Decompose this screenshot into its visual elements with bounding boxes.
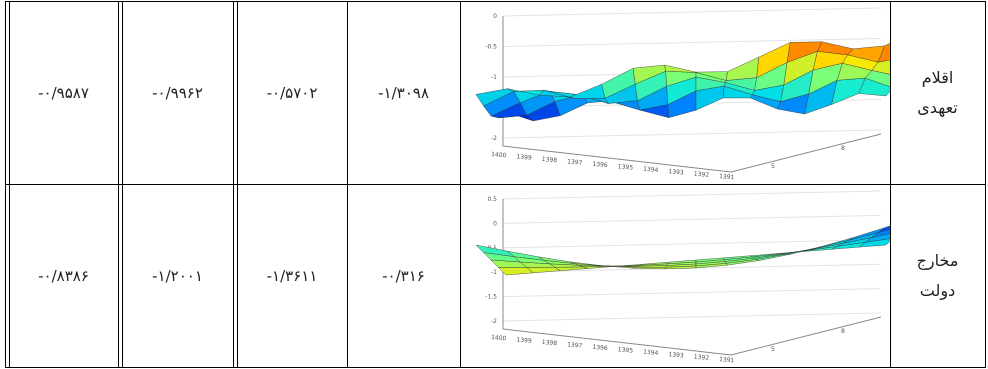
plot-x-label: 1395 [617,163,633,171]
plot-y-label: 0 [493,13,497,20]
column-border [233,1,234,368]
column-border [237,1,238,368]
surface-patch [871,59,890,75]
surface-plot: 0.50-0.5-1-1.5-2140013991398139713961395… [475,190,890,364]
column-border [890,1,891,368]
plot-x-label: 1391 [719,356,735,364]
value-cell: -۱/۲۰۰۱ [152,267,203,285]
plot-grid [502,239,882,249]
plot-z-label: 5 [771,346,775,353]
plot-grid [502,312,882,322]
plot-y-label: -2 [491,318,497,325]
plot-y-label: 0 [493,220,497,227]
label-line: مخارج [916,251,959,270]
plot-grid [502,38,882,47]
plot-x-label: 1395 [617,346,633,354]
column-border [460,1,461,368]
plot-x-label: 1394 [643,349,659,357]
plot-x-label: 1391 [719,173,735,181]
plot-grid [502,288,882,298]
plot-z-label: 8 [841,145,845,152]
plot-x-label: 1393 [668,351,684,359]
surface-patch [865,233,890,243]
row-label: مخارج دولت [890,185,985,367]
column-border [347,1,348,368]
plot-x-label: 1392 [693,171,709,179]
surface-patch [871,229,890,238]
surface-patch [726,56,760,81]
plot-y-label: -1 [491,74,497,81]
value-cell: -۰/۸۳۸۶ [38,267,89,285]
label-line: تعهدی [917,98,958,117]
label-line: اقلام [921,68,954,87]
plot-x-label: 1397 [567,158,583,166]
surface-patch [664,64,697,73]
plot-y-label: 0.5 [487,196,497,203]
plot-axis [502,328,732,356]
value-cell: -۰/۵۷۰۲ [266,84,318,102]
plot-cell: 0.50-0.5-1-1.5-2140013991398139713961395… [461,185,890,367]
value-cell: -۰/۹۹۶۲ [152,84,203,102]
plot-axis [502,145,732,173]
column-border [118,1,119,368]
plot-x-label: 1396 [592,161,608,169]
value-cell: -۰/۳۱۶ [382,267,425,285]
plot-z-label: 5 [771,163,775,170]
plot-x-label: 1400 [491,334,507,342]
plot-y-label: -1.5 [485,294,497,301]
plot-x-label: 1397 [567,341,583,349]
plot-x-label: 1394 [643,166,659,174]
surface-patch [864,70,890,87]
plot-grid [502,190,882,200]
plot-x-label: 1398 [541,156,557,164]
row-border [5,184,985,185]
value-cell: -۱/۳۶۱۱ [266,267,318,285]
plot-grid [502,129,882,139]
surface-patch [858,77,890,97]
plot-grid [502,214,882,224]
plot-x-label: 1398 [541,339,557,347]
row-label: اقلام تعهدی [890,2,985,184]
plot-x-label: 1392 [693,354,709,362]
surface-plot: 0-0.5-1-1.5-2140013991398139713961395139… [475,7,890,181]
plot-grid [502,7,882,17]
value-cell: -۰/۹۵۸۷ [38,84,89,102]
plot-x-label: 1396 [592,344,608,352]
plot-x-label: 1400 [491,151,507,159]
plot-x-label: 1399 [516,153,532,161]
plot-z-label: 8 [841,328,845,335]
column-border [122,1,123,368]
label-line: دولت [919,281,956,300]
value-cell: -۱/۳۰۹۸ [378,84,429,102]
plot-cell: 0-0.5-1-1.5-2140013991398139713961395139… [461,2,890,184]
plot-axis [730,316,882,356]
row-border [5,1,985,2]
plot-x-label: 1399 [516,336,532,344]
surface-patch [878,225,890,233]
column-border [5,1,6,368]
surface-patch [569,83,606,99]
plot-y-label: -1 [491,269,497,276]
surface-patch [633,266,667,270]
plot-y-label: -0.5 [485,44,497,51]
surface-patch [858,238,890,248]
plot-y-label: -2 [491,135,497,142]
row-border [5,367,985,368]
plot-x-label: 1393 [668,168,684,176]
column-border [985,1,986,368]
plot-axis [730,133,882,173]
surface-patch [877,42,890,63]
column-border [9,1,10,368]
